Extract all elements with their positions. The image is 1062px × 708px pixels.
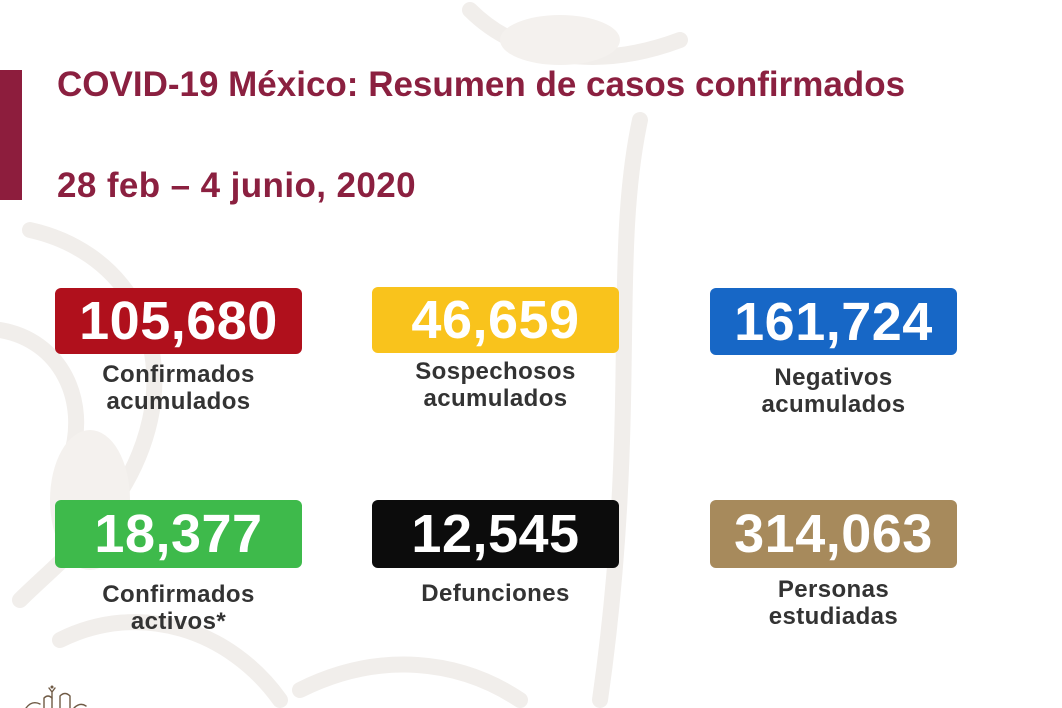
stat-card-defunciones: 12,545 xyxy=(372,500,619,568)
slide-title: COVID-19 México: Resumen de casos confir… xyxy=(57,65,906,104)
stat-label-line-1: Confirmados xyxy=(102,361,255,388)
logo-stroke xyxy=(73,703,87,708)
stat-label-line-1: Personas xyxy=(777,576,890,603)
stat-label-defunciones: Defunciones xyxy=(372,580,619,607)
stat-card-confirmados-acumulados: 105,680 xyxy=(55,288,302,354)
stat-label-line-2: acumulados xyxy=(106,388,251,415)
stat-value-sospechosos-acumulados: 46,659 xyxy=(411,290,580,350)
stat-value-confirmados-activos: 18,377 xyxy=(94,504,263,564)
accent-bar xyxy=(0,70,22,200)
stat-label-personas-estudiadas: Personas estudiadas xyxy=(710,576,957,630)
stat-value-confirmados-acumulados: 105,680 xyxy=(79,291,278,351)
stat-label-sospechosos-acumulados: Sospechosos acumulados xyxy=(372,358,619,412)
stat-value-defunciones: 12,545 xyxy=(411,504,580,564)
logo-dot xyxy=(50,685,54,689)
stat-card-negativos-acumulados: 161,724 xyxy=(710,288,957,355)
stat-label-line-1: Defunciones xyxy=(421,580,570,607)
watermark-stroke xyxy=(592,112,648,708)
stat-label-line-1: Confirmados xyxy=(102,581,255,608)
logo-stroke xyxy=(25,701,41,708)
stat-card-confirmados-activos: 18,377 xyxy=(55,500,302,568)
stat-label-line-2: estudiadas xyxy=(768,603,899,630)
stat-label-negativos-acumulados: Negativos acumulados xyxy=(710,364,957,418)
stat-label-confirmados-acumulados: Confirmados acumulados xyxy=(55,361,302,415)
stat-label-confirmados-activos: Confirmados activos* xyxy=(55,581,302,635)
logo-icon xyxy=(25,685,87,708)
date-range: 28 feb – 4 junio, 2020 xyxy=(57,166,416,205)
stat-card-sospechosos-acumulados: 46,659 xyxy=(372,287,619,353)
stat-value-negativos-acumulados: 161,724 xyxy=(734,291,933,352)
logo-strokes xyxy=(25,687,87,708)
watermark-blob xyxy=(500,15,620,65)
logo-stroke xyxy=(48,687,56,708)
stat-label-line-2: acumulados xyxy=(761,391,906,418)
logo-stroke xyxy=(59,692,71,708)
stat-label-line-2: acumulados xyxy=(423,385,568,412)
stat-label-line-2: activos* xyxy=(130,608,227,635)
stat-card-personas-estudiadas: 314,063 xyxy=(710,500,957,568)
stat-value-personas-estudiadas: 314,063 xyxy=(734,504,933,564)
logo-stroke xyxy=(43,695,53,708)
stat-label-line-1: Sospechosos xyxy=(415,358,576,385)
watermark-stroke xyxy=(292,656,528,708)
watermark-stroke xyxy=(52,614,288,708)
stat-label-line-1: Negativos xyxy=(774,364,893,391)
